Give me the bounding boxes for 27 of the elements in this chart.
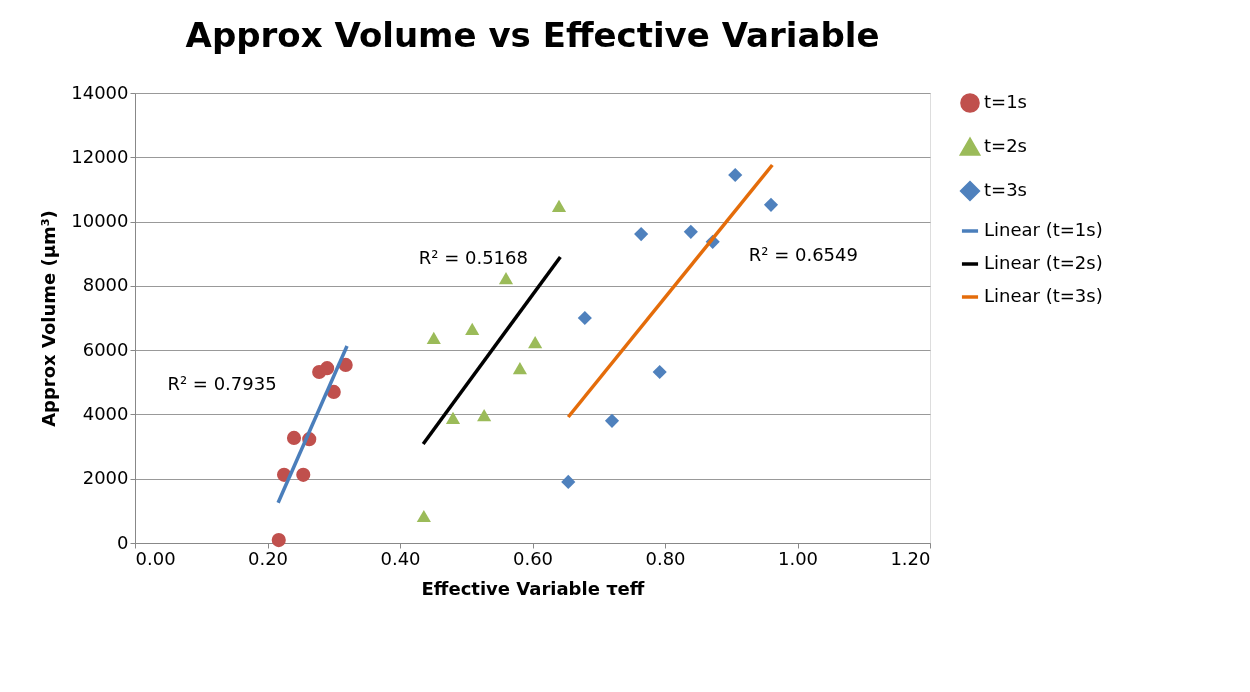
legend-label: t=3s	[984, 179, 1027, 200]
x-tick-label: 0.60	[512, 547, 554, 569]
y-tick-label: 8000	[82, 274, 129, 296]
y-tick-label: 0	[117, 531, 129, 553]
legend-label: t=2s	[984, 135, 1027, 156]
y-tick-label: 10000	[71, 210, 129, 232]
legend-label: Linear (t=1s)	[984, 219, 1103, 240]
x-tick-label: 0.40	[380, 547, 421, 569]
x-tick-label: 0.20	[247, 547, 289, 569]
chart-title: Approx Volume vs Effective Variable	[185, 15, 880, 55]
x-tick-label: 1.20	[890, 547, 931, 569]
y-tick-label: 4000	[82, 402, 129, 424]
annotation: R² = 0.6549	[748, 244, 858, 265]
y-axis-title: Approx Volume (μm³)	[38, 210, 60, 427]
y-tick-label: 14000	[71, 81, 129, 103]
x-tick-label: 0.80	[645, 547, 686, 569]
y-tick-label: 2000	[82, 467, 129, 489]
legend-label: Linear (t=2s)	[984, 252, 1103, 273]
legend-label: t=1s	[984, 91, 1027, 112]
x-tick-label: 1.00	[777, 547, 819, 569]
x-axis-title: Effective Variable τeff	[421, 577, 645, 599]
legend-label: Linear (t=3s)	[984, 285, 1103, 306]
y-tick-label: 6000	[82, 338, 129, 360]
x-tick-label: 0.00	[135, 547, 176, 569]
annotation: R² = 0.5168	[418, 246, 528, 268]
y-tick-label: 12000	[71, 145, 129, 167]
annotation: R² = 0.7935	[167, 372, 277, 394]
